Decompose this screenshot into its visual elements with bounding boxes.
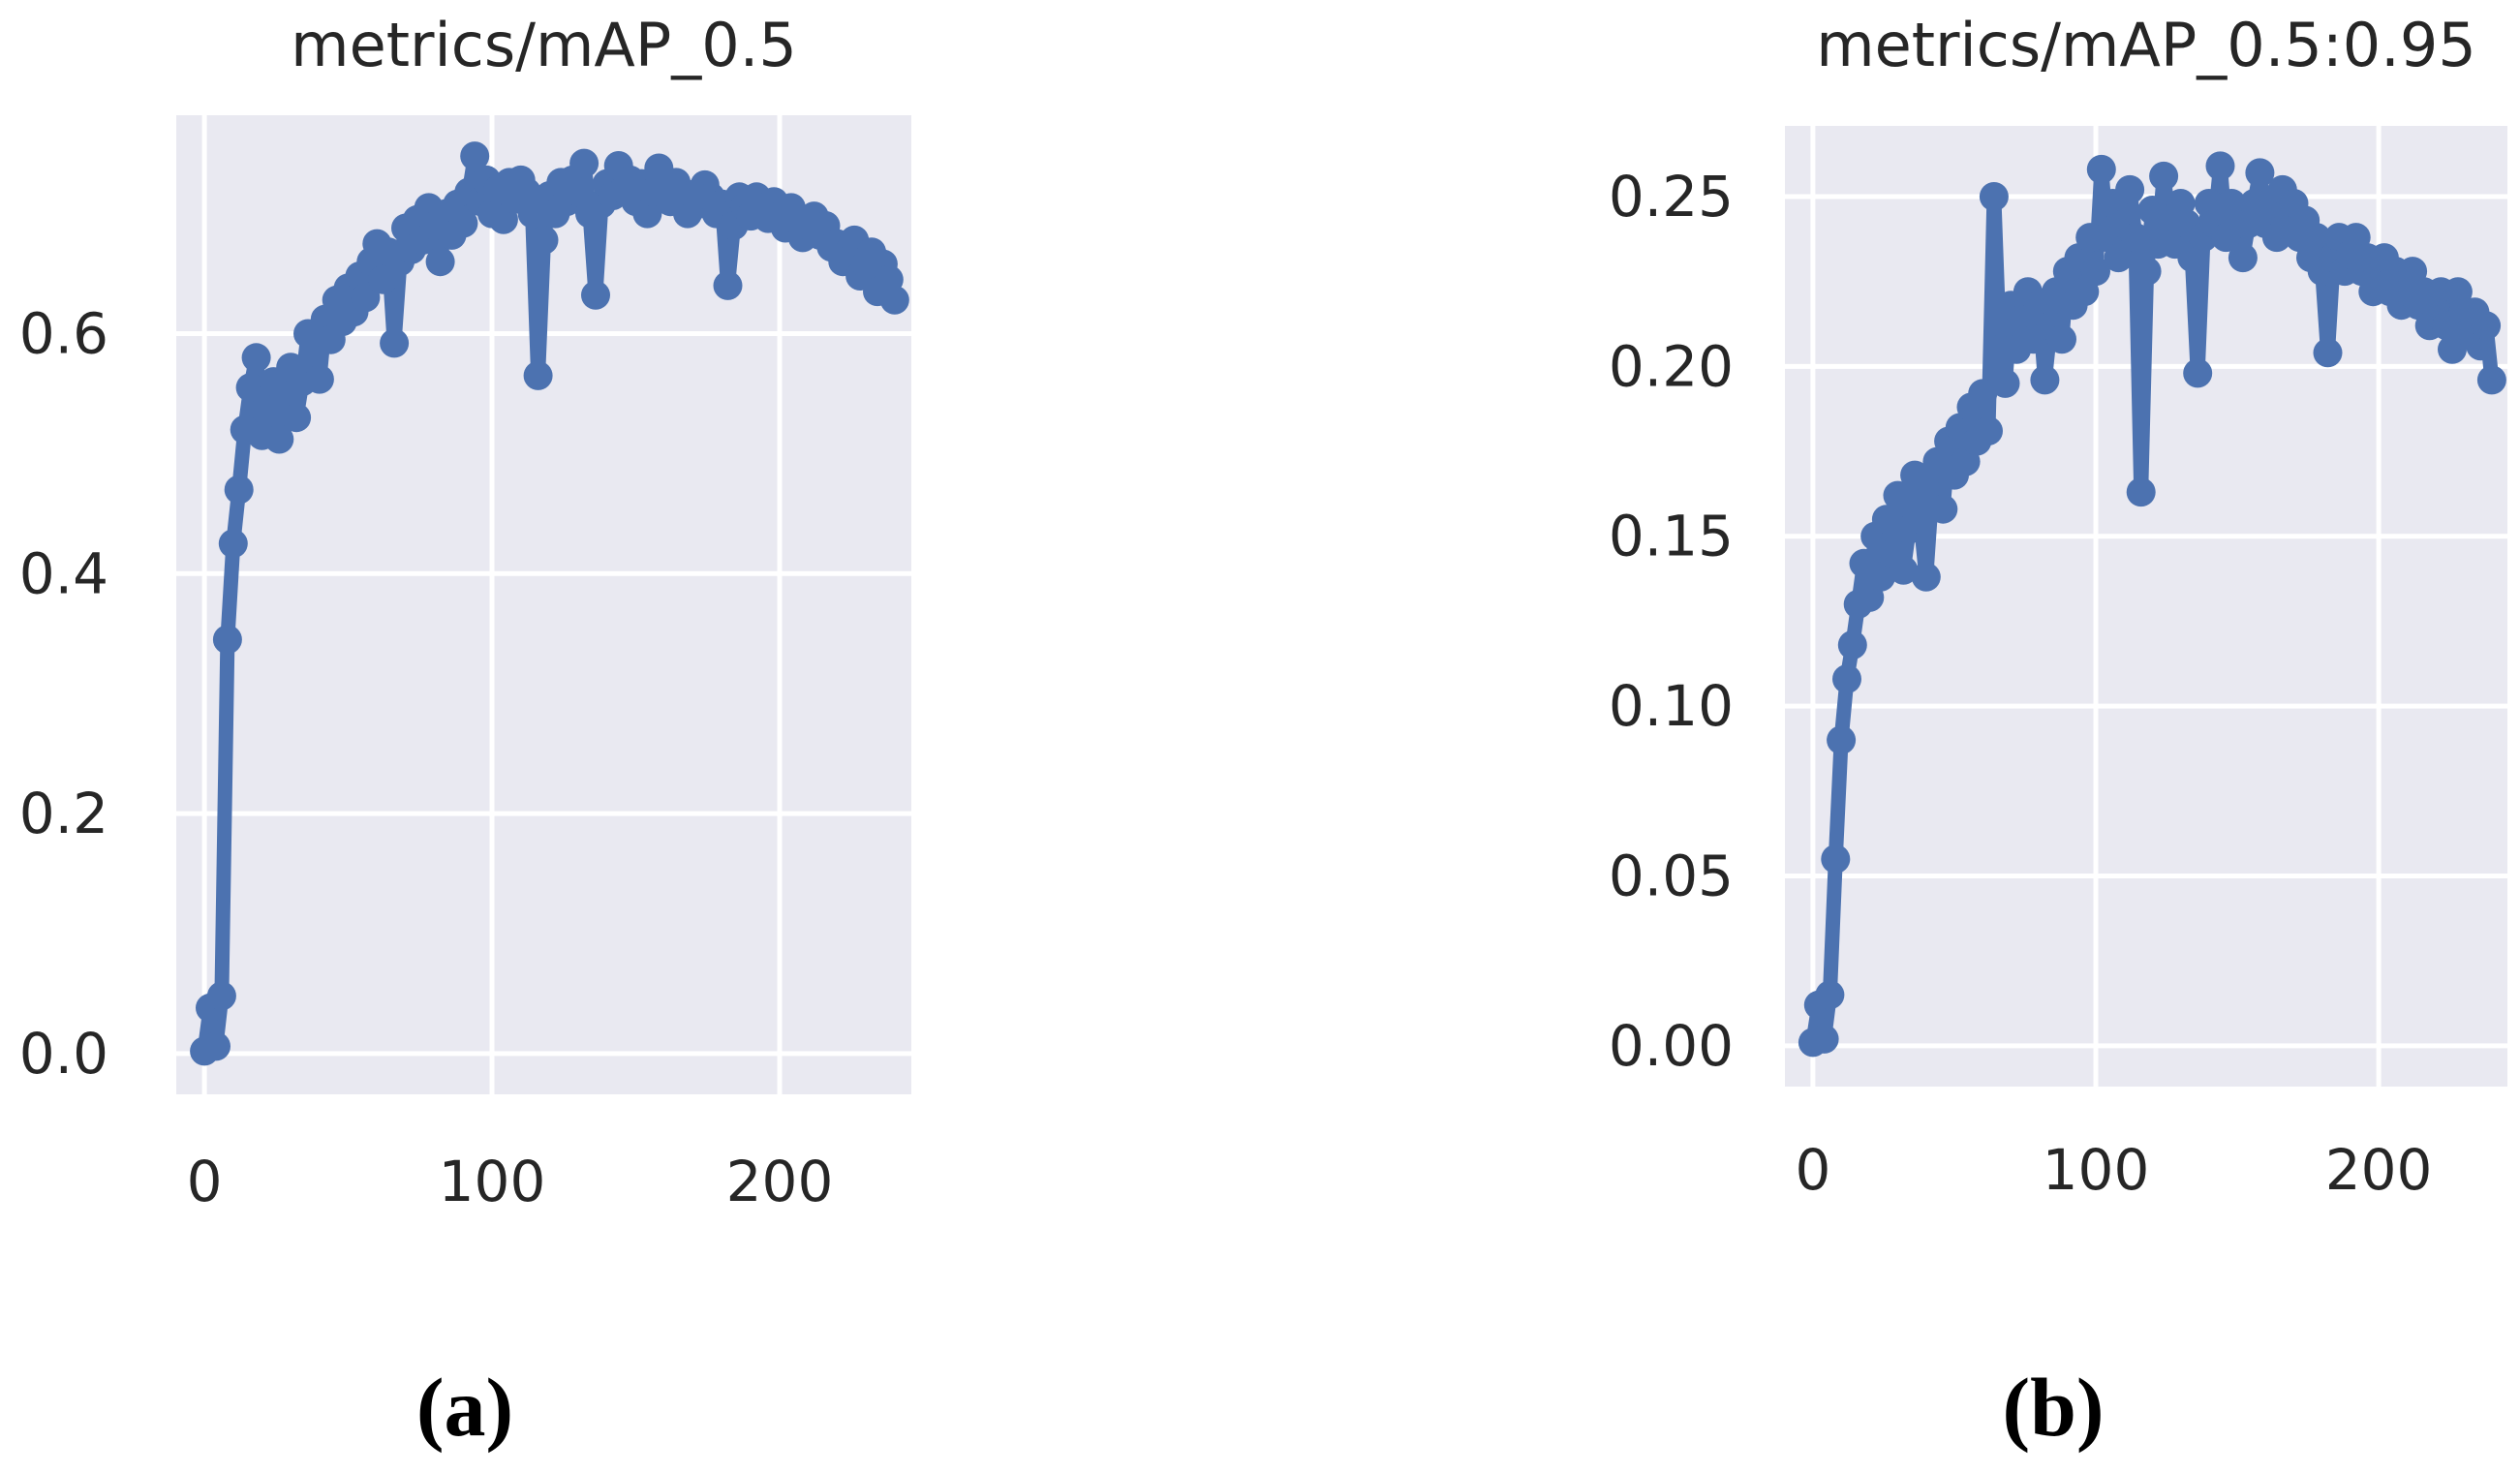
data-point bbox=[368, 264, 398, 294]
y-tick-label: 0.2 bbox=[19, 781, 108, 846]
x-tick-label: 0 bbox=[187, 1149, 223, 1214]
data-point bbox=[2313, 338, 2343, 368]
data-point bbox=[425, 247, 455, 277]
data-point bbox=[2081, 257, 2110, 287]
data-point bbox=[529, 225, 559, 255]
data-point bbox=[1911, 562, 1941, 592]
y-tick-label: 0.6 bbox=[19, 301, 108, 367]
data-point bbox=[1815, 980, 1845, 1010]
subfigure-label-b: (b) bbox=[2002, 1361, 2105, 1454]
data-point bbox=[282, 403, 312, 433]
data-point bbox=[206, 981, 236, 1011]
y-tick-label: 0.00 bbox=[1609, 1013, 1734, 1079]
data-point bbox=[2120, 223, 2150, 253]
data-point bbox=[264, 424, 294, 454]
data-point bbox=[304, 364, 334, 394]
x-tick-label: 0 bbox=[1795, 1137, 1830, 1203]
data-point bbox=[1889, 555, 1919, 585]
data-point bbox=[1900, 460, 1930, 490]
data-point bbox=[218, 529, 248, 559]
data-point bbox=[1827, 725, 1857, 755]
data-point bbox=[2086, 154, 2116, 184]
data-point bbox=[523, 360, 553, 390]
data-point bbox=[564, 177, 594, 207]
data-point bbox=[2030, 365, 2060, 395]
chart-title: metrics/mAP_0.5 bbox=[291, 10, 797, 80]
data-point bbox=[448, 208, 478, 238]
data-point bbox=[879, 285, 909, 315]
data-point bbox=[2047, 324, 2076, 354]
chart-panel-a: 0.0 0.2 0.4 0.6 0 100 200 metrics/mAP_0.5 bbox=[19, 10, 911, 1214]
y-tick-label: 0.0 bbox=[19, 1021, 108, 1087]
data-point bbox=[581, 280, 610, 310]
data-point bbox=[1837, 630, 1867, 660]
data-point bbox=[1871, 505, 1901, 535]
data-point bbox=[1809, 1024, 1839, 1054]
y-tick-label: 0.10 bbox=[1609, 673, 1734, 739]
y-tick-label: 0.25 bbox=[1609, 164, 1734, 230]
data-point bbox=[1968, 379, 1998, 409]
data-point bbox=[2149, 161, 2179, 191]
data-point bbox=[2476, 365, 2506, 395]
data-point bbox=[212, 625, 242, 655]
data-point bbox=[460, 141, 490, 171]
y-tick-label: 0.20 bbox=[1609, 333, 1734, 399]
y-tick-label: 0.05 bbox=[1609, 844, 1734, 909]
data-point bbox=[1832, 664, 1861, 694]
data-point bbox=[1883, 480, 1913, 510]
data-point bbox=[351, 283, 381, 313]
y-tick-label: 0.4 bbox=[19, 540, 108, 606]
data-point bbox=[201, 1031, 230, 1061]
y-tick-label: 0.15 bbox=[1609, 504, 1734, 569]
x-tick-label: 100 bbox=[439, 1149, 546, 1214]
data-point bbox=[517, 199, 547, 229]
data-point bbox=[2472, 311, 2502, 341]
data-point bbox=[224, 475, 254, 505]
subfigure-label-a: (a) bbox=[415, 1361, 514, 1454]
data-point bbox=[380, 328, 410, 358]
chart-title: metrics/mAP_0.5:0.95 bbox=[1816, 10, 2476, 80]
data-point bbox=[2245, 158, 2275, 188]
data-point bbox=[2183, 358, 2213, 388]
data-point bbox=[2301, 223, 2331, 253]
data-point bbox=[2132, 257, 2162, 287]
data-point bbox=[1974, 416, 2003, 445]
data-point bbox=[2228, 243, 2258, 273]
data-point bbox=[2115, 174, 2145, 204]
data-point bbox=[1905, 505, 1935, 535]
data-point bbox=[2205, 151, 2235, 181]
data-point bbox=[1979, 182, 2009, 211]
x-tick-label: 200 bbox=[2325, 1137, 2433, 1203]
data-point bbox=[1928, 494, 1958, 524]
data-point bbox=[1821, 844, 1851, 874]
data-point bbox=[2126, 477, 2156, 507]
chart-panel-b: 0.00 0.05 0.10 0.15 0.20 0.25 0 100 200 metrics/m… bbox=[1609, 10, 2507, 1203]
x-tick-label: 200 bbox=[726, 1149, 834, 1214]
x-tick-label: 100 bbox=[2043, 1137, 2150, 1203]
data-point bbox=[1990, 368, 2020, 398]
data-point bbox=[2104, 243, 2134, 273]
data-point bbox=[241, 343, 271, 373]
data-point bbox=[713, 270, 743, 300]
data-point bbox=[1866, 562, 1895, 592]
data-point bbox=[569, 148, 599, 178]
